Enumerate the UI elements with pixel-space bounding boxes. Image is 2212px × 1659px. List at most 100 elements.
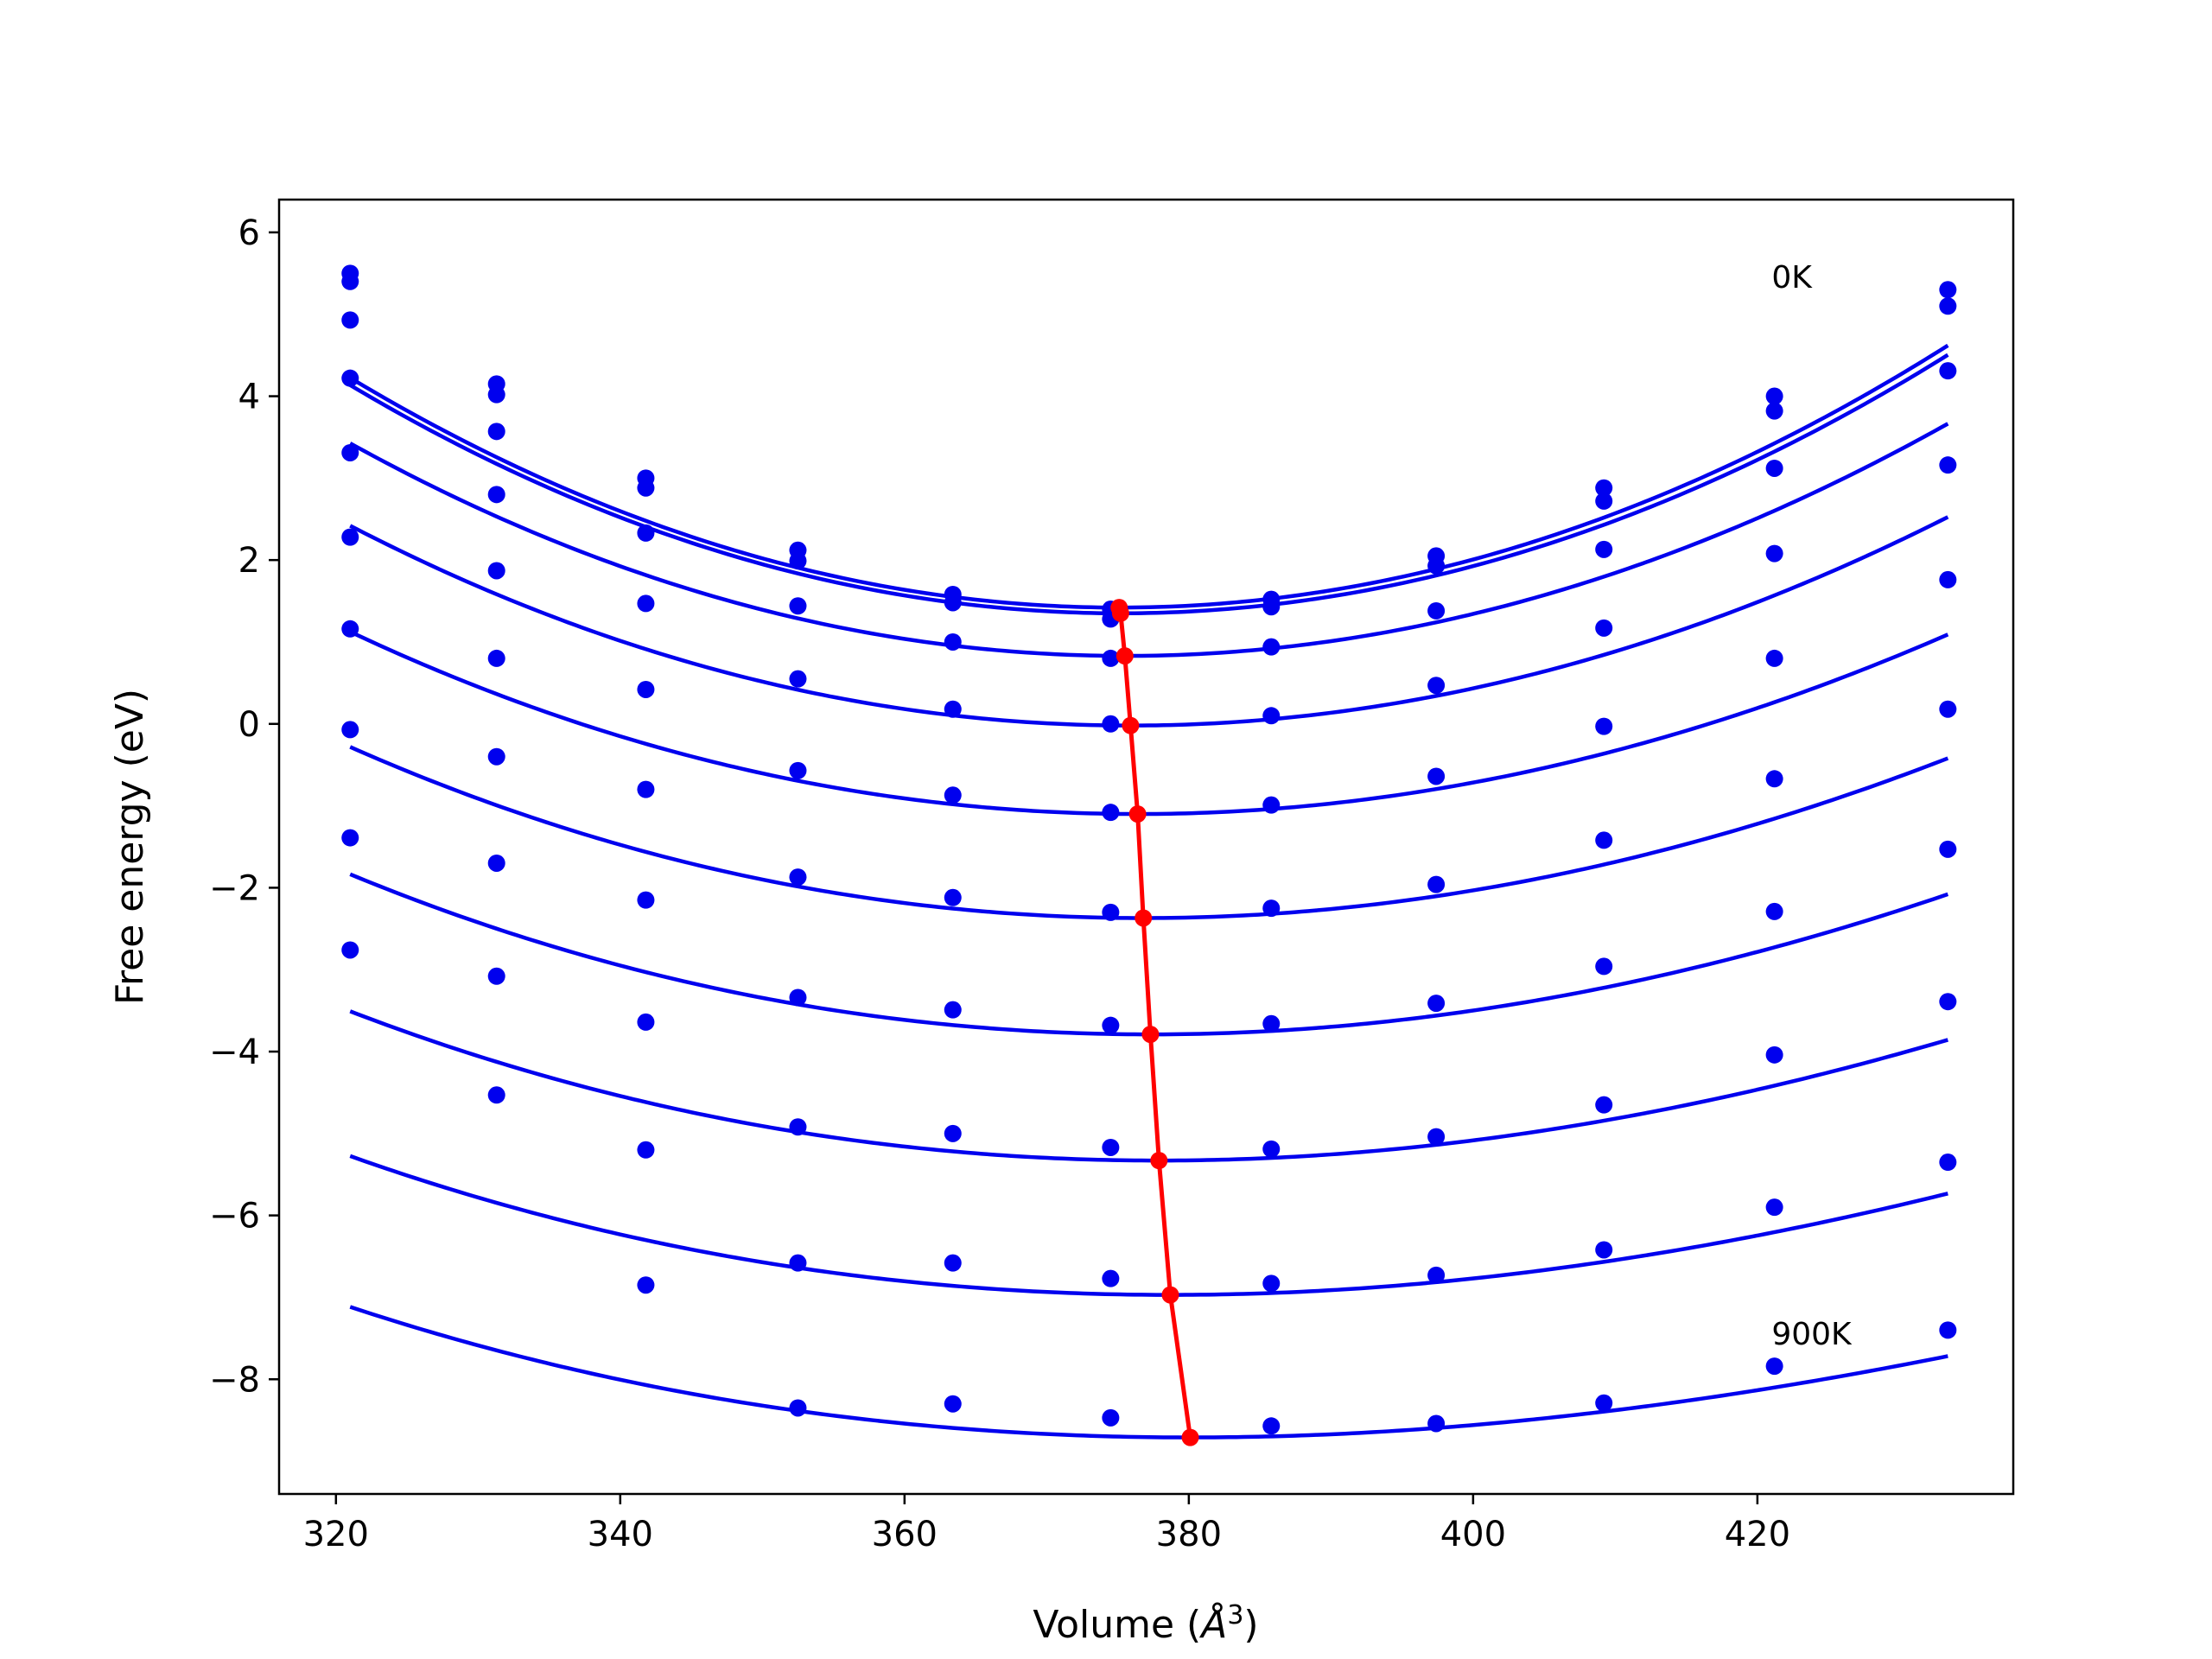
data-point [1262, 1140, 1281, 1158]
data-point [1102, 1016, 1120, 1034]
data-point [1427, 677, 1446, 695]
fit-curve-9 [349, 1305, 1948, 1440]
data-point [1427, 767, 1446, 785]
data-point [1765, 902, 1783, 920]
data-point [637, 780, 655, 798]
y-axis: 6 4 2 0 −2 −4 −6 −8 [209, 213, 279, 1400]
data-point [1939, 700, 1957, 718]
data-point [1262, 707, 1281, 725]
data-points [341, 264, 1957, 1435]
y-tick-label: 2 [238, 541, 260, 581]
data-point [944, 700, 962, 718]
data-point [1262, 899, 1281, 918]
data-point [637, 479, 655, 497]
data-point [944, 786, 962, 804]
data-point [1765, 387, 1783, 405]
data-point [487, 967, 505, 985]
data-point [341, 941, 359, 959]
data-point [1939, 1154, 1957, 1172]
minimum-point [1128, 805, 1147, 823]
data-point [1939, 362, 1957, 380]
minimum-point [1111, 604, 1129, 622]
data-point [1262, 1417, 1281, 1435]
data-point [341, 311, 359, 329]
data-point [1102, 1408, 1120, 1427]
fit-curve-2 [349, 422, 1949, 658]
data-point [1939, 1321, 1957, 1339]
minimum-point [1122, 716, 1140, 734]
data-point [1765, 1357, 1783, 1376]
data-point [637, 524, 655, 542]
data-point [789, 761, 807, 779]
data-point [1427, 995, 1446, 1013]
data-point [487, 649, 505, 667]
y-axis-label: Free energy (eV) [108, 689, 152, 1005]
data-point [1102, 715, 1120, 733]
data-point [1427, 556, 1446, 575]
annotations: 0K 900K [1771, 260, 1853, 1352]
data-point [944, 1001, 962, 1019]
data-point [944, 1254, 962, 1272]
data-point [1102, 649, 1120, 667]
data-point [637, 680, 655, 698]
fit-curve-3 [349, 515, 1949, 728]
data-point [487, 854, 505, 872]
minima-line [1116, 607, 1192, 1438]
x-tick-label: 380 [1156, 1515, 1222, 1554]
data-point [789, 1254, 807, 1272]
minimum-point [1161, 1286, 1179, 1304]
fit-curve-1 [349, 353, 1949, 616]
data-point [341, 528, 359, 546]
data-point [1939, 570, 1957, 588]
data-point [789, 552, 807, 570]
data-point [487, 562, 505, 580]
data-point [1939, 281, 1957, 299]
minimum-point [1181, 1428, 1199, 1446]
data-point [1102, 804, 1120, 822]
data-point [1262, 796, 1281, 814]
fit-curve-7 [349, 1009, 1948, 1163]
fit-curve-0 [349, 343, 1949, 610]
data-point [1939, 840, 1957, 858]
plot-area [277, 198, 2015, 1496]
data-point [637, 594, 655, 613]
x-axis: 320 340 360 380 400 420 [303, 1494, 1790, 1554]
data-point [1595, 717, 1613, 735]
data-point [487, 1086, 505, 1104]
data-point [1427, 1266, 1446, 1284]
minima-series [1110, 599, 1199, 1446]
fit-curve-4 [349, 630, 1949, 817]
data-point [1595, 540, 1613, 558]
temperature-annotation: 0K [1771, 260, 1813, 296]
data-point [1595, 492, 1613, 510]
x-tick-label: 320 [303, 1515, 369, 1554]
data-point [341, 721, 359, 739]
data-point [1765, 770, 1783, 788]
data-point [637, 1141, 655, 1159]
y-tick-label: 4 [238, 378, 260, 417]
data-point [1262, 638, 1281, 656]
data-point [789, 670, 807, 688]
y-tick-label: −2 [209, 868, 260, 908]
y-tick-label: −8 [209, 1360, 260, 1400]
data-point [789, 597, 807, 615]
x-tick-label: 360 [872, 1515, 938, 1554]
data-point [789, 868, 807, 887]
data-point [1427, 1414, 1446, 1433]
data-point [944, 1395, 962, 1413]
data-point [487, 747, 505, 766]
data-point [1765, 402, 1783, 420]
fit-curve-8 [349, 1154, 1948, 1297]
data-point [944, 888, 962, 906]
data-point [1595, 619, 1613, 637]
data-point [487, 486, 505, 504]
data-point [1427, 1128, 1446, 1146]
minimum-point [1141, 1026, 1160, 1044]
data-point [1102, 1269, 1120, 1287]
data-point [1765, 544, 1783, 563]
data-point [341, 829, 359, 847]
x-axis-label: Volume (Å3) [1033, 1600, 1258, 1647]
data-point [637, 891, 655, 909]
data-point [1595, 831, 1613, 849]
